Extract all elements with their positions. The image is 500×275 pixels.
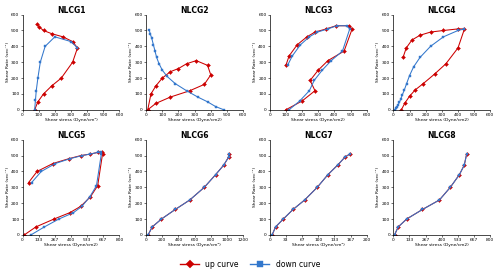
X-axis label: Shear stress (Dyne/cm²): Shear stress (Dyne/cm²) — [168, 243, 221, 248]
X-axis label: Shear stress (Dyne/cm2): Shear stress (Dyne/cm2) — [168, 118, 222, 122]
Title: NLCG7: NLCG7 — [304, 131, 332, 140]
Title: NLCG1: NLCG1 — [57, 6, 86, 15]
X-axis label: Shear stress (Dyne/cm2): Shear stress (Dyne/cm2) — [44, 243, 98, 248]
X-axis label: Shear stress (Dyne/cm2): Shear stress (Dyne/cm2) — [292, 118, 345, 122]
Title: NLCG5: NLCG5 — [57, 131, 85, 140]
Title: NLCG2: NLCG2 — [180, 6, 209, 15]
Legend: up curve, down curve: up curve, down curve — [178, 258, 322, 271]
X-axis label: Shear stress (Dyne/cm2): Shear stress (Dyne/cm2) — [415, 243, 469, 248]
Y-axis label: Shear Rate (sec⁻¹): Shear Rate (sec⁻¹) — [253, 167, 257, 207]
Y-axis label: Shear Rate (sec⁻¹): Shear Rate (sec⁻¹) — [376, 167, 380, 207]
Y-axis label: Shear Rate (sec⁻¹): Shear Rate (sec⁻¹) — [253, 42, 257, 82]
Title: NLCG3: NLCG3 — [304, 6, 332, 15]
Title: NLCG4: NLCG4 — [428, 6, 456, 15]
Y-axis label: Shear Rate (sec⁻¹): Shear Rate (sec⁻¹) — [129, 167, 133, 207]
X-axis label: Shear stress (Dyne/cm²): Shear stress (Dyne/cm²) — [292, 243, 344, 248]
X-axis label: Shear stress (Dyne/cm²): Shear stress (Dyne/cm²) — [44, 118, 98, 122]
Title: NLCG8: NLCG8 — [428, 131, 456, 140]
Y-axis label: Shear Rate (sec⁻¹): Shear Rate (sec⁻¹) — [129, 42, 133, 82]
X-axis label: Shear stress (Dyne/cm2): Shear stress (Dyne/cm2) — [415, 118, 469, 122]
Title: NLCG6: NLCG6 — [180, 131, 209, 140]
Y-axis label: Shear Rate (sec⁻¹): Shear Rate (sec⁻¹) — [376, 42, 380, 82]
Y-axis label: Shear Rate (sec⁻¹): Shear Rate (sec⁻¹) — [6, 42, 10, 82]
Y-axis label: Shear Rate (sec⁻¹): Shear Rate (sec⁻¹) — [6, 167, 10, 207]
